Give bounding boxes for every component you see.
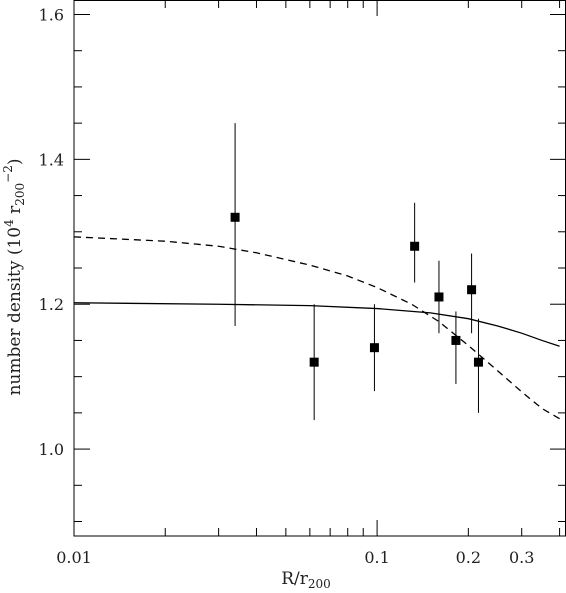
data-point — [451, 335, 461, 345]
data-point — [230, 212, 240, 222]
solid-model-curve — [73, 302, 560, 347]
x-axis-label-sub: 200 — [308, 577, 331, 591]
data-point — [467, 285, 477, 295]
plot-frame — [73, 0, 566, 537]
data-point — [473, 357, 483, 367]
x-tick-label: 0.1 — [364, 548, 389, 567]
y-axis-label-post: ) — [5, 158, 25, 165]
x-axis-label: R/r200 — [281, 569, 331, 591]
data-point — [309, 357, 319, 367]
y-axis-label-sup2: −2 — [1, 165, 15, 183]
x-tick-label: 0.3 — [509, 548, 534, 567]
y-tick-label: 1.2 — [39, 295, 64, 314]
data-point — [410, 241, 420, 251]
y-tick-label: 1.0 — [39, 440, 64, 459]
data-point — [369, 343, 379, 353]
y-tick-label: 1.6 — [39, 5, 64, 24]
y-axis-label: number density (104 r200−2) — [1, 158, 27, 395]
y-axis-label-pre: number density (10 — [5, 227, 25, 396]
y-axis-label-sup1: 4 — [2, 219, 16, 227]
y-axis-label-sub: 200 — [13, 183, 27, 206]
y-tick-label: 1.4 — [39, 150, 64, 169]
y-axis-label-mid: r — [5, 205, 25, 219]
dashed-model-curve — [73, 236, 560, 420]
x-axis-label-main: R/r — [281, 569, 309, 589]
x-tick-label: 0.01 — [56, 548, 92, 567]
x-tick-label: 0.2 — [456, 548, 481, 567]
data-point — [434, 292, 444, 302]
